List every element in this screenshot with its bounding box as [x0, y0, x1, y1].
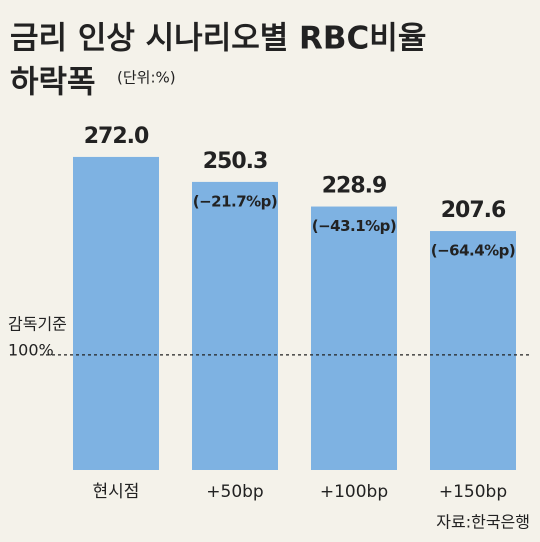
x-tick-label: 현시점 [93, 482, 140, 502]
x-tick-label: +100bp [320, 482, 388, 502]
source: 자료:한국은행 [436, 513, 530, 532]
chart-title: 금리 인상 시나리오별 RBC비율 [10, 21, 426, 57]
x-tick-label: +50bp [206, 482, 263, 502]
value-label: 272.0 [84, 124, 149, 149]
reference-label: 100% [8, 340, 54, 359]
value-label: 250.3 [203, 149, 268, 174]
bar [73, 156, 159, 471]
bar [311, 206, 397, 470]
reference-name: 감독기준 [8, 314, 67, 333]
bar [430, 231, 516, 470]
chart-title-line2: 하락폭 [10, 65, 96, 101]
bar [192, 181, 278, 470]
value-label: 207.6 [441, 198, 506, 223]
change-label: (−64.4%p) [431, 242, 516, 260]
unit-label: (단위:%) [117, 69, 176, 87]
change-label: (−43.1%p) [312, 217, 397, 235]
x-tick-label: +150bp [439, 482, 507, 502]
change-label: (−21.7%p) [193, 192, 278, 210]
value-label: 228.9 [322, 174, 387, 199]
